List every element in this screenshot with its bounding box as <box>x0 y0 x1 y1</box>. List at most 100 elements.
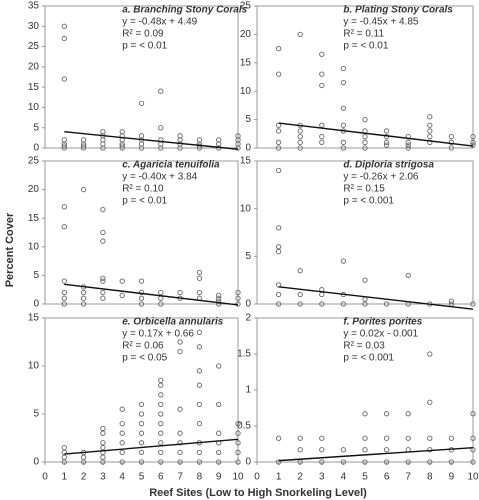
y-tick-label: 5 <box>33 270 39 281</box>
point <box>196 420 203 427</box>
point <box>297 145 303 151</box>
point <box>119 278 125 284</box>
point <box>177 145 183 151</box>
annotation: p = < 0.001 <box>343 196 394 207</box>
point <box>138 459 145 465</box>
point <box>100 425 106 432</box>
point <box>80 295 87 301</box>
y-tick-label: 5 <box>33 409 39 420</box>
point <box>383 301 390 307</box>
annotation: y = -0.45x + 4.85 <box>343 17 418 28</box>
y-tick-label: 10 <box>28 241 40 252</box>
point <box>383 459 390 465</box>
point <box>216 459 222 465</box>
point <box>275 291 282 298</box>
y-tick-label: 15 <box>28 313 40 324</box>
point <box>216 401 222 408</box>
x-axis-label: Reef Sites (Low to High Snorkeling Level… <box>149 487 367 499</box>
point <box>297 301 303 307</box>
point <box>216 363 222 369</box>
point <box>362 459 368 465</box>
point <box>100 295 106 301</box>
y-tick-label: 35 <box>28 1 40 12</box>
point <box>196 382 203 388</box>
point <box>216 430 222 436</box>
point <box>138 430 145 436</box>
x-tick-label: 9 <box>449 472 455 483</box>
panel-title: c. Agaricia tenuifolia <box>122 160 220 171</box>
y-tick-label: 15 <box>28 82 40 93</box>
point <box>340 258 347 264</box>
point <box>61 459 67 465</box>
point <box>119 406 125 412</box>
point <box>362 116 368 123</box>
point <box>275 167 282 174</box>
point <box>158 420 164 427</box>
point <box>235 440 241 446</box>
point <box>138 295 145 301</box>
annotation: R² = 0.09 <box>122 29 164 40</box>
point <box>61 224 67 230</box>
point <box>362 447 368 453</box>
point <box>61 143 67 149</box>
y-tick-label: 5 <box>33 122 39 133</box>
point <box>362 133 368 140</box>
point <box>158 377 164 384</box>
x-tick-label: 8 <box>197 472 203 483</box>
point <box>138 440 145 446</box>
point <box>275 225 282 231</box>
annotation: y = 0.02x - 0.001 <box>343 329 418 340</box>
annotation: y = 0.17x + 0.66 <box>122 329 194 340</box>
point <box>138 449 145 456</box>
y-tick-label: 15 <box>28 213 40 224</box>
point <box>138 411 145 417</box>
point <box>80 143 87 149</box>
point <box>196 269 203 276</box>
panel-title: e. Orbicella annularis <box>122 317 224 328</box>
point <box>275 244 282 250</box>
x-tick-label: 7 <box>177 472 183 483</box>
point <box>158 125 164 131</box>
point <box>196 275 203 281</box>
point <box>405 435 411 441</box>
point <box>319 139 325 145</box>
y-tick-label: 0 <box>33 143 39 154</box>
point <box>340 301 347 307</box>
point <box>158 88 164 94</box>
point <box>427 122 433 128</box>
annotation: p = < 0.05 <box>122 353 167 364</box>
point <box>405 459 411 465</box>
point <box>119 292 125 299</box>
point <box>383 142 390 148</box>
point <box>319 71 325 77</box>
point <box>340 145 347 151</box>
point <box>100 444 106 451</box>
point <box>362 145 368 151</box>
point <box>216 301 222 307</box>
point <box>340 80 347 86</box>
y-tick-label: 15 <box>240 57 252 68</box>
point <box>158 392 164 398</box>
point <box>80 145 87 151</box>
point <box>470 459 476 465</box>
annotation: R² = 0.11 <box>343 29 384 40</box>
point <box>100 459 106 465</box>
point <box>119 430 125 436</box>
point <box>61 289 67 296</box>
y-tick-label: 25 <box>28 156 40 167</box>
panel-title: d. Diploria strigosa <box>343 160 434 171</box>
point <box>470 411 476 417</box>
y-tick-label: 1.5 <box>237 349 251 360</box>
panel-frame <box>44 5 239 149</box>
point <box>158 449 164 456</box>
point <box>61 23 67 29</box>
y-tick-label: 5 <box>245 251 251 262</box>
point <box>80 289 87 296</box>
point <box>158 411 164 417</box>
point <box>470 435 476 441</box>
annotation: y = -0.40x + 3.84 <box>122 172 197 183</box>
x-tick-label: 10 <box>467 472 479 483</box>
y-tick-label: 30 <box>28 21 40 32</box>
panel-title: b. Plating Stony Corals <box>343 5 453 16</box>
